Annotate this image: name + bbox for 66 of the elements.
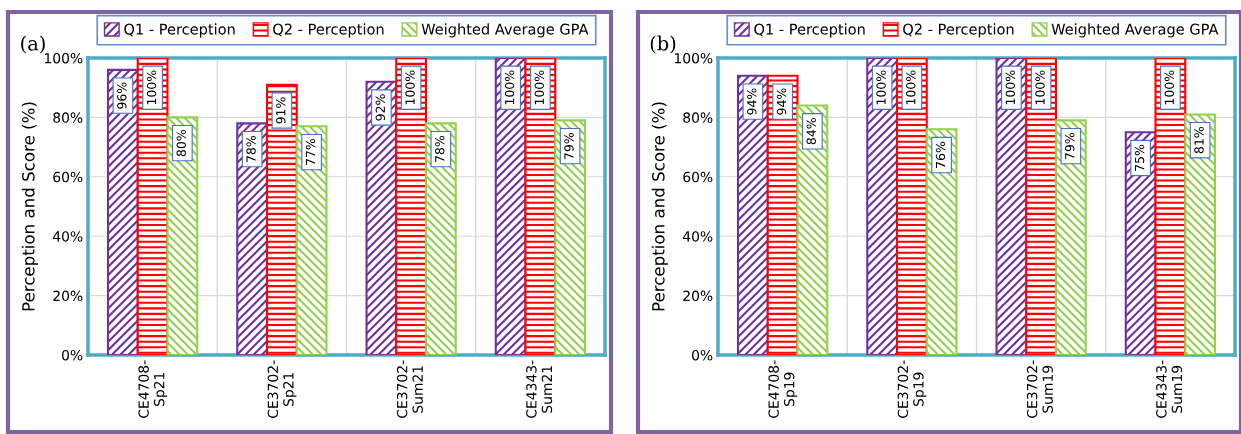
- y-tick-label: 40%: [52, 231, 83, 242]
- data-label: 100%: [1035, 70, 1045, 105]
- bar: [895, 58, 928, 355]
- x-tick-label: CE4708- Sp21: [138, 360, 168, 418]
- data-label: 78%: [435, 135, 445, 162]
- legend-label: Weighted Average GPA: [1051, 23, 1219, 38]
- x-tick-label: CE4343- Sum19: [1156, 360, 1183, 418]
- data-label: 100%: [1005, 70, 1016, 105]
- y-tick-label: 100%: [674, 52, 713, 64]
- y-axis-title: Perception and Score (%): [21, 102, 38, 311]
- x-tick-label: CE3702- Sum19: [1026, 360, 1053, 418]
- y-tick-label: 20%: [683, 290, 713, 302]
- data-label: 100%: [146, 70, 157, 105]
- data-label: 100%: [906, 70, 916, 105]
- data-label: 92%: [375, 94, 386, 121]
- data-label: 100%: [876, 70, 886, 105]
- bar: [1154, 58, 1187, 355]
- bar: [796, 104, 829, 355]
- legend-label: Weighted Average GPA: [421, 23, 589, 38]
- x-tick-label: CE4343- Sum21: [526, 360, 553, 418]
- data-label: 78%: [246, 135, 256, 162]
- bar: [106, 68, 139, 355]
- data-label: 91%: [276, 97, 286, 124]
- legend-label: Q1 - Perception: [124, 23, 235, 38]
- data-label: 94%: [747, 88, 757, 115]
- bar: [395, 58, 428, 355]
- y-tick-label: 80%: [683, 112, 713, 123]
- legend-label: Q1 - Perception: [754, 23, 865, 38]
- y-tick-label: 60%: [683, 171, 713, 183]
- data-label: 75%: [1134, 144, 1145, 171]
- y-tick-label: 40%: [682, 231, 713, 242]
- y-tick-label: 60%: [53, 171, 83, 183]
- data-label: 77%: [305, 138, 316, 165]
- bar: [1184, 113, 1217, 355]
- y-tick-label: 80%: [53, 112, 83, 123]
- bar: [736, 74, 769, 355]
- data-label: 76%: [935, 141, 946, 168]
- bar: [166, 116, 199, 355]
- y-tick-label: 100%: [44, 52, 83, 64]
- data-label: 100%: [1164, 70, 1174, 105]
- data-label: 80%: [176, 129, 186, 157]
- y-axis-title: Perception and Score (%): [651, 102, 668, 311]
- x-tick-label: CE3702- Sum21: [396, 360, 423, 418]
- bar: [524, 58, 557, 355]
- data-label: 79%: [564, 132, 574, 160]
- data-label: 94%: [776, 88, 787, 115]
- data-label: 96%: [117, 82, 127, 109]
- data-label: 100%: [534, 70, 544, 105]
- text: (a): [21, 35, 45, 54]
- data-label: 100%: [405, 70, 415, 105]
- bar: [554, 119, 587, 355]
- bar: [1054, 119, 1087, 355]
- data-label: 81%: [1194, 127, 1204, 154]
- text: (b): [650, 35, 676, 54]
- x-tick-label: CE3702- Sp19: [897, 360, 927, 418]
- x-tick-label: CE3702- Sp21: [267, 360, 297, 418]
- data-label: 84%: [806, 118, 816, 145]
- data-label: 100%: [504, 70, 515, 105]
- data-label: 79%: [1065, 132, 1075, 160]
- bar: [1025, 58, 1058, 355]
- x-tick-label: CE4708- Sp19: [768, 360, 798, 418]
- legend-label: Q2 - Perception: [273, 23, 384, 38]
- legend-label: Q2 - Perception: [903, 23, 1014, 38]
- y-tick-label: 0%: [62, 349, 83, 361]
- y-tick-label: 0%: [692, 349, 713, 361]
- y-tick-label: 20%: [53, 290, 83, 302]
